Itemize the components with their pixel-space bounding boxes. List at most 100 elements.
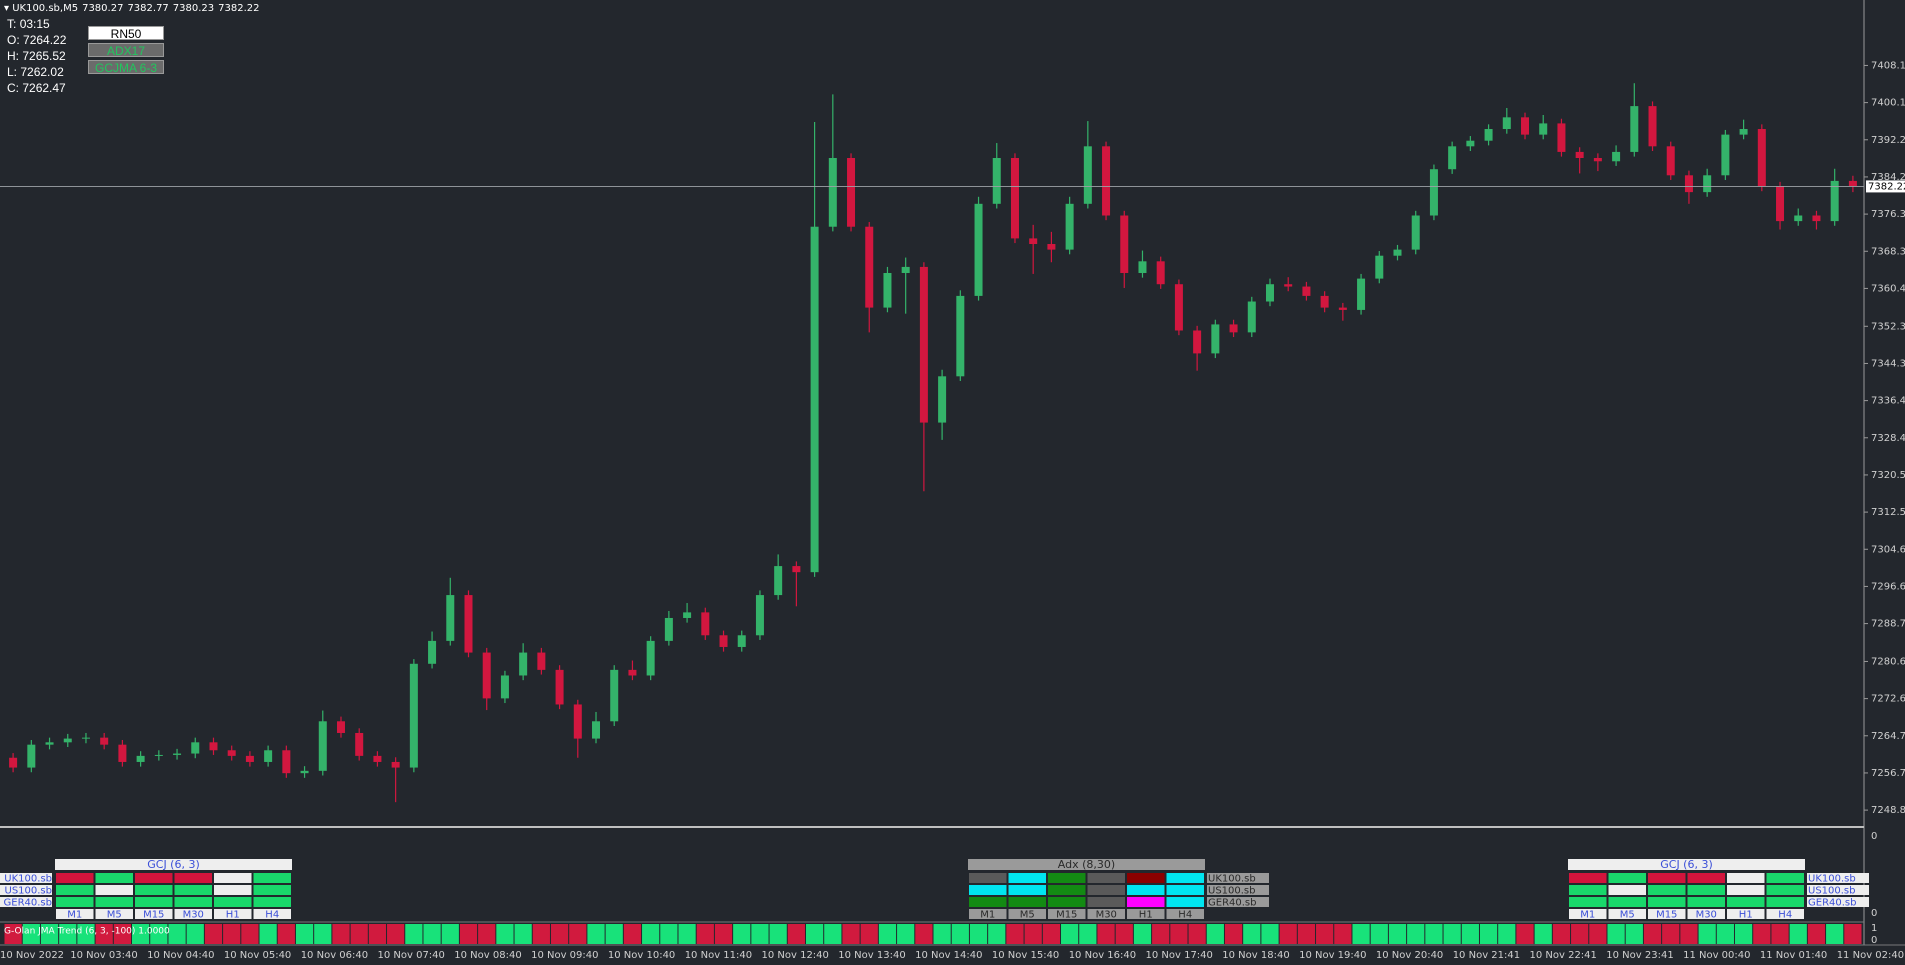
info-row: C: 7262.47 — [7, 80, 66, 96]
trend-cell — [77, 924, 95, 944]
candle-body — [1502, 117, 1511, 130]
status-cell — [1569, 897, 1607, 907]
trend-cell — [1771, 924, 1789, 944]
trend-cell — [1534, 924, 1552, 944]
candle-body — [701, 612, 710, 636]
trend-cell — [1388, 924, 1407, 944]
timeframe-label: M1 — [1580, 910, 1595, 921]
x-tick-label: 11 Nov 02:40 — [1837, 950, 1904, 961]
status-cell — [1166, 885, 1204, 895]
trend-cell — [605, 924, 623, 944]
status-cell — [135, 885, 173, 895]
button[interactable]: RN50 — [88, 26, 164, 41]
symbol-label-bg — [1207, 897, 1269, 907]
status-cell — [56, 885, 94, 895]
button[interactable]: ADX17 — [88, 43, 164, 58]
status-cell — [214, 873, 252, 883]
timeframe-bg — [1127, 909, 1165, 919]
status-cell — [174, 873, 212, 883]
status-cell — [1766, 885, 1804, 895]
y-tick-label: 7312.55 — [1871, 507, 1905, 518]
status-cell — [1048, 885, 1086, 895]
y-tick-label: 7248.80 — [1871, 805, 1905, 816]
status-cell — [253, 897, 291, 907]
candle-body — [1666, 146, 1675, 176]
candle-body — [1721, 134, 1730, 176]
trend-cell — [1170, 924, 1188, 944]
candle-body — [264, 750, 273, 762]
trend-cell — [678, 924, 696, 944]
y-tick-label: 7384.25 — [1871, 172, 1905, 183]
trend-cell — [642, 924, 660, 944]
trend-cell — [368, 924, 387, 944]
timeframe-label: H1 — [1139, 910, 1153, 921]
timeframe-bg — [1687, 909, 1725, 919]
candle-body — [63, 738, 72, 743]
header-close: 7382.22 — [218, 3, 260, 14]
trend-cell — [1334, 924, 1352, 944]
candle-body — [1593, 158, 1602, 162]
trend-cell — [332, 924, 350, 944]
x-tick-label: 10 Nov 05:40 — [224, 950, 291, 961]
x-tick-label: 10 Nov 17:40 — [1145, 950, 1212, 961]
candle-body — [1612, 151, 1621, 162]
candle-body — [1794, 215, 1803, 222]
trend-cell — [714, 924, 733, 944]
status-cell — [1687, 897, 1725, 907]
trend-cell — [1589, 924, 1607, 944]
candle-body — [300, 770, 309, 774]
x-tick-label: 10 Nov 22:41 — [1529, 950, 1596, 961]
symbol-label-bg — [1207, 885, 1269, 895]
x-tick-label: 10 Nov 14:40 — [915, 950, 982, 961]
info-label: C: — [7, 81, 19, 95]
y-tick-label: 7256.75 — [1871, 768, 1905, 779]
trend-cell — [550, 924, 569, 944]
trend-cell — [1753, 924, 1771, 944]
status-cell — [1648, 885, 1686, 895]
trend-cell — [204, 924, 223, 944]
candle-body — [519, 652, 528, 676]
status-cell — [1127, 897, 1165, 907]
y-tick-label: 7304.60 — [1871, 544, 1905, 555]
timeframe-bg — [1608, 909, 1646, 919]
candle-body — [883, 272, 892, 308]
trend-cell — [459, 924, 478, 944]
candle-body — [336, 721, 345, 733]
button[interactable]: GCJMA 6-3 — [88, 60, 164, 75]
candle-body — [27, 744, 36, 768]
timeframe-bg — [1008, 909, 1046, 919]
timeframe-bg — [56, 909, 94, 919]
trend-cell — [1370, 924, 1388, 944]
last-price-label: 7382.22 — [1868, 181, 1905, 192]
status-cell — [214, 897, 252, 907]
trend-cell — [1571, 924, 1589, 944]
trend-cell — [751, 924, 769, 944]
timeframe-label: M5 — [1620, 910, 1635, 921]
trend-cell — [150, 924, 168, 944]
trend-cell — [1188, 924, 1206, 944]
timeframe-label: M15 — [1656, 910, 1677, 921]
trend-cell — [350, 924, 368, 944]
timeframe-bg — [214, 909, 252, 919]
candle-body — [1156, 261, 1165, 285]
trend-cell — [824, 924, 842, 944]
timeframe-bg — [1648, 909, 1686, 919]
status-cell — [1608, 897, 1646, 907]
header-low: 7380.23 — [172, 3, 215, 14]
x-tick-label: 11 Nov 00:40 — [1683, 950, 1750, 961]
timeframe-bg — [1166, 909, 1204, 919]
x-tick-label: 10 Nov 19:40 — [1299, 950, 1366, 961]
candle-body — [227, 750, 236, 756]
trend-cell — [1006, 924, 1024, 944]
candle-body — [1393, 249, 1402, 256]
candle-body — [1320, 295, 1329, 308]
candle-body — [391, 761, 400, 768]
candle-body — [901, 266, 910, 273]
trend-cell — [696, 924, 714, 944]
symbol-label-bg — [0, 897, 52, 907]
status-cell — [56, 897, 94, 907]
timeframe-label: H4 — [1178, 910, 1192, 921]
y-tick-label: 7352.30 — [1871, 321, 1905, 332]
trend-cell — [1061, 924, 1079, 944]
candle-body — [1047, 244, 1056, 250]
